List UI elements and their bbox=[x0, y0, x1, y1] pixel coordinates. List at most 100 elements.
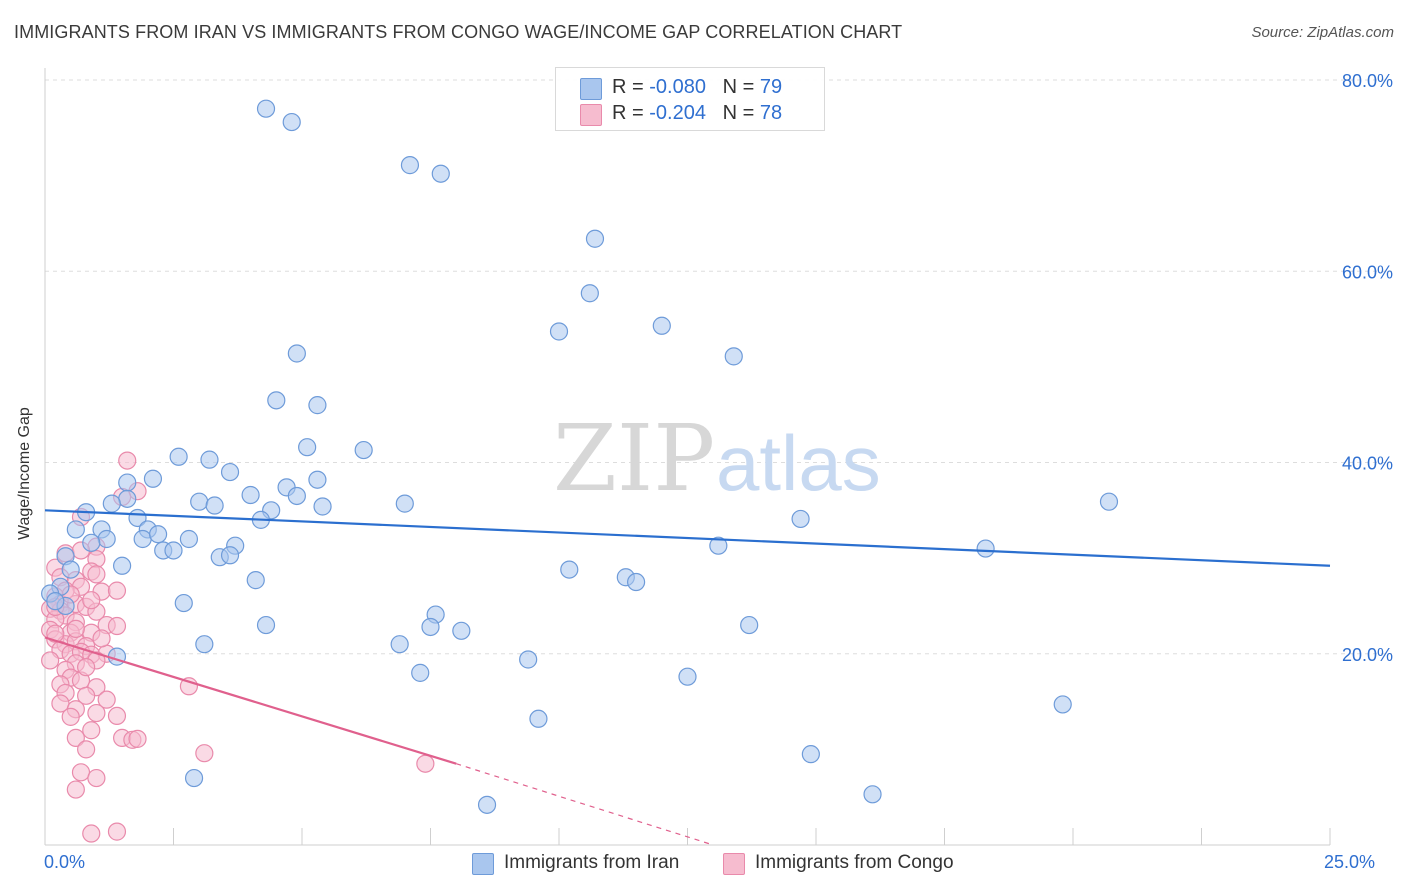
data-point-iran bbox=[205, 496, 224, 515]
data-point-congo bbox=[61, 707, 80, 726]
trend-line-iran bbox=[44, 509, 1331, 567]
data-point-congo bbox=[87, 703, 106, 723]
y-axis-label: Wage/Income Gap bbox=[16, 407, 33, 540]
data-point-congo bbox=[41, 651, 60, 670]
data-point-iran bbox=[400, 156, 420, 175]
bottom-congo-swatch bbox=[723, 853, 745, 875]
data-point-iran bbox=[395, 494, 414, 513]
watermark-zip: ZIP bbox=[553, 405, 715, 512]
data-point-iran bbox=[241, 485, 260, 505]
data-point-iran bbox=[256, 99, 276, 118]
data-point-iran bbox=[174, 593, 193, 613]
data-point-iran bbox=[112, 556, 132, 575]
data-point-iran bbox=[678, 667, 697, 686]
y-tick-label: 20.0% bbox=[1342, 645, 1393, 665]
trend-lines bbox=[44, 509, 1331, 846]
data-point-iran bbox=[585, 229, 605, 248]
data-point-congo bbox=[66, 780, 85, 799]
data-point-iran bbox=[431, 164, 450, 183]
iran-swatch bbox=[580, 78, 602, 100]
congo-r-label: R = bbox=[612, 102, 650, 124]
data-point-congo bbox=[82, 721, 101, 740]
data-point-iran bbox=[195, 635, 214, 654]
data-point-iran bbox=[801, 745, 820, 764]
data-point-iran bbox=[256, 615, 276, 635]
data-point-congo bbox=[97, 690, 116, 709]
data-point-congo bbox=[77, 740, 96, 759]
iran-n-label: N = bbox=[722, 76, 760, 98]
bottom-iran-label: Immigrants from Iran bbox=[504, 852, 680, 873]
data-point-congo bbox=[82, 591, 101, 610]
data-point-iran bbox=[580, 284, 599, 303]
data-point-iran bbox=[1053, 695, 1072, 714]
data-point-iran bbox=[626, 572, 646, 592]
data-point-iran bbox=[164, 541, 183, 560]
data-point-iran bbox=[421, 617, 440, 637]
y-tick-label: 80.0% bbox=[1342, 71, 1393, 91]
data-point-iran bbox=[308, 470, 327, 489]
data-point-congo bbox=[416, 754, 435, 773]
data-point-congo bbox=[87, 768, 106, 788]
data-point-iran bbox=[863, 785, 882, 804]
data-point-iran bbox=[287, 486, 306, 506]
data-point-iran bbox=[298, 438, 317, 457]
data-point-congo bbox=[46, 624, 65, 643]
stats-legend: R = -0.080 N = 79 R = -0.204 N = 78 bbox=[555, 67, 825, 131]
gridlines bbox=[45, 79, 1392, 655]
data-point-congo bbox=[77, 658, 96, 677]
data-point-iran bbox=[169, 447, 188, 466]
data-point-iran bbox=[740, 615, 759, 635]
data-point-iran bbox=[200, 450, 219, 469]
chart-title: IMMIGRANTS FROM IRAN VS IMMIGRANTS FROM … bbox=[14, 22, 903, 42]
data-point-iran bbox=[190, 492, 209, 511]
data-point-iran bbox=[97, 529, 116, 549]
iran-n-value: 79 bbox=[759, 76, 783, 98]
iran-r-label: R = bbox=[612, 76, 650, 98]
data-point-congo bbox=[128, 729, 147, 748]
data-point-congo bbox=[82, 824, 101, 843]
congo-r-value: -0.204 bbox=[649, 102, 706, 124]
data-point-iran bbox=[102, 494, 121, 513]
data-point-iran bbox=[220, 546, 240, 565]
data-point-iran bbox=[179, 529, 199, 549]
data-point-iran bbox=[560, 560, 579, 579]
data-point-congo bbox=[71, 763, 91, 782]
data-point-iran bbox=[477, 795, 497, 814]
data-point-iran bbox=[282, 112, 301, 132]
x-tick-min: 0.0% bbox=[44, 852, 86, 872]
congo-n-value: 78 bbox=[759, 102, 783, 124]
data-point-iran bbox=[46, 592, 65, 611]
data-point-iran bbox=[220, 462, 240, 482]
data-point-iran bbox=[724, 347, 743, 366]
data-point-iran bbox=[390, 635, 409, 654]
congo-swatch bbox=[580, 104, 602, 126]
data-point-iran bbox=[184, 768, 204, 788]
data-point-iran bbox=[267, 391, 286, 410]
data-point-congo bbox=[87, 565, 106, 584]
congo-n-label: N = bbox=[722, 102, 760, 124]
data-point-iran bbox=[118, 489, 137, 508]
data-point-iran bbox=[82, 533, 101, 552]
x-tick-max: 25.0% bbox=[1324, 852, 1376, 872]
bottom-congo-label: Immigrants from Congo bbox=[755, 852, 954, 873]
data-point-iran bbox=[246, 571, 265, 590]
data-point-iran bbox=[411, 663, 430, 682]
data-point-iran bbox=[652, 316, 671, 335]
data-point-iran bbox=[549, 322, 569, 341]
data-point-iran bbox=[143, 469, 163, 488]
data-point-congo bbox=[118, 451, 137, 470]
trend-line-congo-extension bbox=[456, 763, 714, 846]
data-point-congo bbox=[66, 728, 85, 748]
data-point-congo bbox=[195, 744, 214, 763]
data-point-iran bbox=[976, 539, 995, 558]
data-point-iran bbox=[66, 520, 85, 539]
data-point-iran bbox=[1099, 492, 1119, 511]
data-point-iran bbox=[61, 560, 80, 579]
data-point-iran bbox=[519, 650, 538, 669]
data-point-iran bbox=[791, 509, 810, 529]
data-point-iran bbox=[354, 440, 373, 460]
data-point-iran bbox=[709, 536, 728, 555]
data-point-congo bbox=[92, 629, 111, 648]
data-point-iran bbox=[308, 396, 327, 415]
